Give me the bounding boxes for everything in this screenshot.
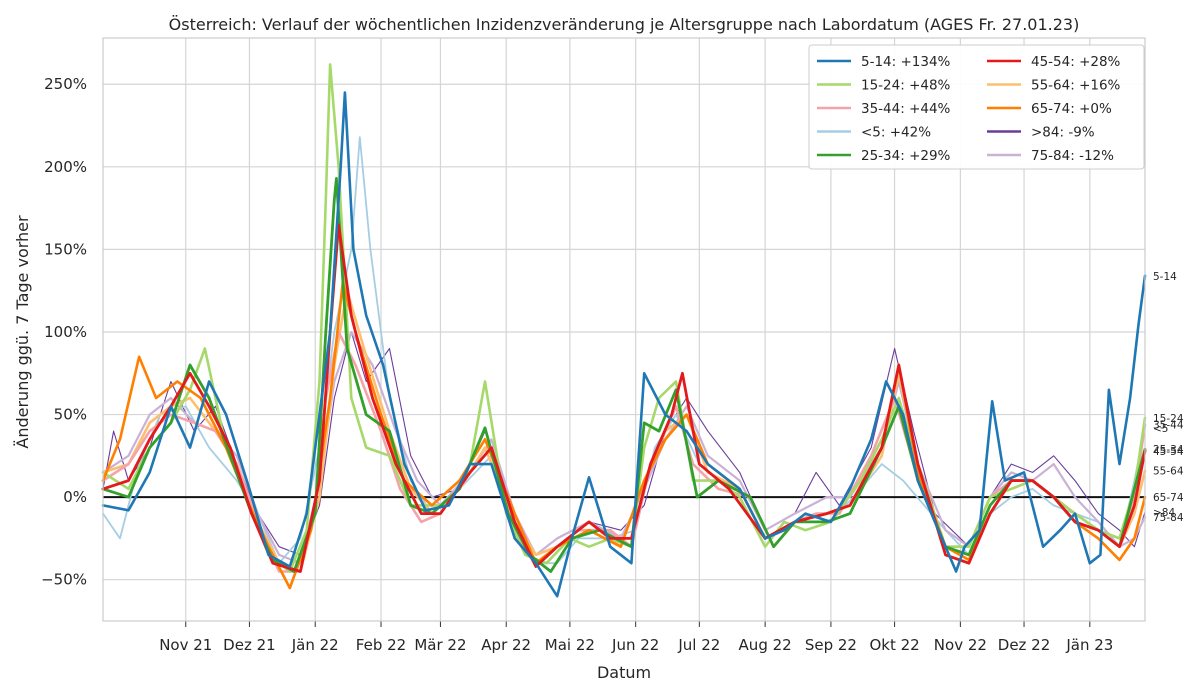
y-tick-label: −50% — [41, 571, 87, 589]
axis-layer: −50% 0% 50% 100% 150% 200% 250% Nov 21 Dez 21 Jän… — [41, 37, 1146, 654]
plot-frame — [102, 37, 1146, 622]
end-label: 65-74 — [1153, 492, 1184, 504]
legend-entry: 65-74: +0% — [1031, 101, 1112, 117]
series-line-4554 — [101, 223, 1147, 573]
y-tick-label: 250% — [44, 75, 87, 93]
legend-entry: 45-54: +28% — [1031, 54, 1121, 70]
chart-title: Österreich: Verlauf der wöchentlichen In… — [169, 15, 1080, 34]
series-layer — [101, 63, 1147, 598]
x-tick-label: Feb 22 — [356, 636, 406, 654]
legend-entry: 5-14: +134% — [861, 54, 951, 70]
x-tick-label: Dez 21 — [223, 636, 276, 654]
end-label: 15-24 — [1153, 413, 1184, 425]
end-label: 25-34 — [1153, 444, 1184, 456]
legend-box — [808, 44, 1145, 170]
legend-entry: 15-24: +48% — [861, 78, 951, 94]
end-label: 35-44 — [1153, 419, 1184, 431]
x-tick-label: Mai 22 — [545, 636, 595, 654]
x-tick-label: Dez 22 — [998, 636, 1051, 654]
x-axis-label: Datum — [597, 663, 651, 682]
end-label: 5-14 — [1153, 271, 1177, 283]
end-label: 75-84 — [1153, 512, 1184, 524]
y-tick-label: 50% — [54, 406, 87, 424]
legend: 5-14: +134% 15-24: +48% 35-44: +44% <5: +42… — [808, 44, 1145, 170]
x-tick-label: Nov 22 — [934, 636, 987, 654]
end-label: >84 — [1153, 507, 1175, 519]
y-tick-label: 200% — [44, 158, 87, 176]
x-tick-label: Nov 21 — [159, 636, 212, 654]
x-tick-label: Jän 22 — [291, 636, 339, 654]
legend-entry: >84: -9% — [1031, 125, 1095, 141]
x-tick-label: Sep 22 — [805, 636, 857, 654]
y-tick-label: 150% — [44, 240, 87, 258]
end-label: <5 — [1153, 423, 1168, 435]
legend-entry: <5: +42% — [861, 125, 931, 141]
end-label: 55-64 — [1153, 466, 1184, 478]
x-tick-label: Mär 22 — [414, 636, 466, 654]
x-tick-label: Jän 23 — [1065, 636, 1113, 654]
x-tick-label: Okt 22 — [869, 636, 919, 654]
x-tick-label: Jun 22 — [611, 636, 659, 654]
y-tick-label: 100% — [44, 323, 87, 341]
legend-entry: 35-44: +44% — [861, 101, 951, 117]
y-tick-label: 0% — [63, 488, 87, 506]
legend-entry: 75-84: -12% — [1031, 148, 1114, 164]
series-line-514 — [101, 91, 1147, 598]
series-line-1524 — [101, 63, 1147, 573]
y-axis-label: Änderung ggü. 7 Tage vorher — [13, 215, 32, 449]
x-tick-label: Apr 22 — [481, 636, 531, 654]
legend-entry: 55-64: +16% — [1031, 78, 1121, 94]
x-tick-label: Jul 22 — [677, 636, 720, 654]
legend-entry: 25-34: +29% — [861, 148, 951, 164]
x-tick-label: Aug 22 — [739, 636, 792, 654]
series-line-2534 — [101, 177, 1147, 573]
end-label: 45-54 — [1153, 446, 1184, 458]
